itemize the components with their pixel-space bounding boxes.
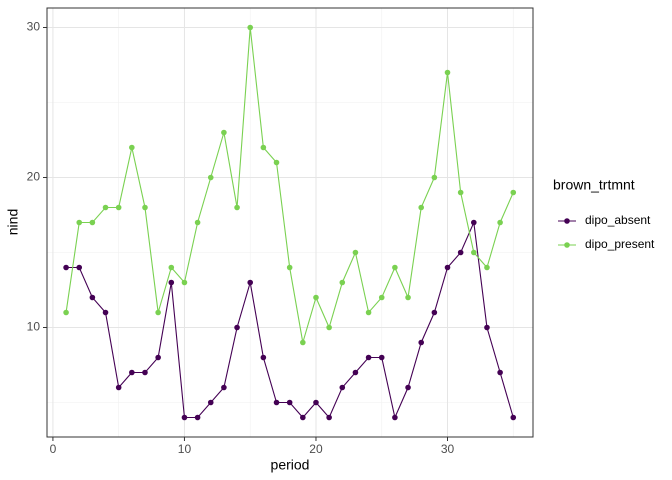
point: [168, 279, 175, 286]
point: [221, 384, 227, 391]
x-tick-label: 30: [441, 442, 455, 456]
point: [326, 414, 332, 421]
point: [234, 324, 240, 331]
point: [207, 399, 214, 406]
point: [484, 264, 490, 271]
point: [418, 339, 425, 346]
x-axis-title: period: [271, 457, 310, 473]
point: [457, 189, 464, 196]
point: [194, 414, 201, 421]
point: [155, 309, 161, 316]
point: [510, 189, 517, 196]
point: [444, 69, 451, 76]
point: [339, 384, 346, 391]
point: [247, 24, 254, 31]
point: [286, 399, 293, 406]
legend-title: brown_trtmnt: [553, 177, 635, 193]
y-axis-title: nind: [5, 209, 21, 235]
point: [115, 204, 122, 211]
point: [76, 264, 83, 271]
point: [471, 219, 477, 226]
point: [142, 204, 148, 211]
point: [392, 264, 398, 271]
point: [286, 264, 293, 271]
point: [471, 249, 477, 256]
point: [510, 414, 517, 421]
point: [352, 369, 359, 376]
point: [194, 219, 201, 226]
point: [405, 384, 411, 391]
point: [273, 399, 280, 406]
point: [313, 399, 319, 406]
point: [207, 174, 214, 181]
point: [431, 174, 438, 181]
legend-key-point: [564, 242, 570, 248]
point: [181, 414, 188, 421]
point: [431, 309, 438, 316]
x-tick-label: 10: [178, 442, 192, 456]
series-line: [66, 220, 514, 420]
point: [221, 129, 227, 136]
point: [300, 414, 306, 421]
x-tick-label: 20: [309, 442, 323, 456]
legend-key-point: [564, 218, 570, 224]
point: [405, 294, 411, 301]
point: [142, 369, 148, 376]
point: [155, 354, 161, 361]
x-tick-label: 0: [50, 442, 57, 456]
point: [260, 354, 267, 361]
point: [484, 324, 490, 331]
point: [365, 354, 372, 361]
point: [378, 354, 385, 361]
y-tick-label: 20: [27, 170, 41, 184]
point: [300, 339, 306, 346]
point: [339, 279, 346, 286]
point: [457, 249, 464, 256]
point: [63, 264, 69, 271]
point: [326, 324, 332, 331]
panel-border: [46, 7, 534, 438]
point: [497, 369, 503, 376]
y-tick-label: 30: [27, 20, 41, 34]
point: [129, 144, 135, 151]
point: [260, 144, 267, 151]
point: [102, 309, 109, 316]
point: [115, 384, 122, 391]
point: [378, 294, 385, 301]
point: [497, 219, 503, 226]
point: [181, 279, 188, 286]
point: [273, 159, 280, 166]
point: [89, 219, 96, 226]
point: [313, 294, 319, 301]
point: [247, 279, 254, 286]
point: [102, 204, 109, 211]
point: [129, 369, 135, 376]
point: [89, 294, 96, 301]
point: [168, 264, 175, 271]
point: [234, 204, 240, 211]
point: [444, 264, 451, 271]
y-tick-label: 10: [27, 320, 41, 334]
point: [63, 309, 69, 316]
legend-label: dipo_absent: [585, 213, 651, 227]
point: [365, 309, 372, 316]
legend-label: dipo_present: [585, 237, 655, 251]
point: [392, 414, 398, 421]
point: [76, 219, 83, 226]
point: [418, 204, 425, 211]
point: [352, 249, 359, 256]
